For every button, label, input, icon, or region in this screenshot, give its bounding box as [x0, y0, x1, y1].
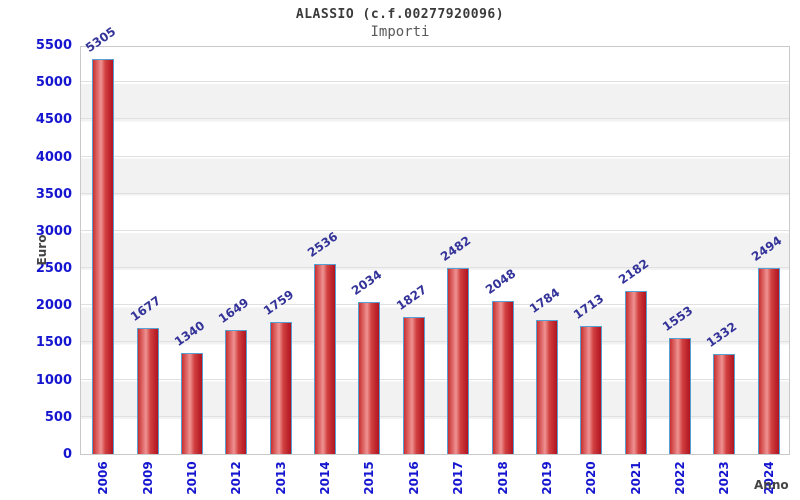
chart-title: ALASSIO (c.f.00277920096) — [295, 7, 505, 22]
bar-value-label: 1677 — [127, 293, 163, 325]
bar-slot: 2034 — [347, 47, 391, 454]
gridline — [81, 415, 789, 417]
bar-slot: 1827 — [392, 47, 436, 454]
y-axis-tick-label: 0 — [62, 447, 72, 462]
gridline — [81, 155, 789, 157]
bar-2021 — [624, 290, 647, 454]
y-axis-tick-label: 2000 — [35, 298, 72, 314]
gridline — [81, 192, 789, 194]
bar-2020 — [580, 325, 603, 454]
bar-2015 — [358, 301, 381, 454]
plot-area: 5305 1677 1340 1649 1759 2536 2034 1827 2482 2048… — [80, 24, 791, 455]
bar-value-label: 1553 — [660, 302, 696, 334]
x-axis-tick-label: 2006 — [96, 461, 111, 495]
x-axis-tick-label: 2022 — [673, 461, 688, 495]
bar-value-label: 1759 — [260, 287, 297, 319]
y-axis-tick-label: 3500 — [35, 186, 72, 202]
gridline — [81, 267, 789, 269]
gridline — [81, 81, 789, 83]
bar-2022 — [669, 337, 692, 454]
gridline — [81, 229, 789, 231]
gridline — [81, 341, 789, 343]
bar-2024 — [757, 267, 780, 454]
x-axis-tick-label: 2009 — [140, 461, 155, 495]
y-axis-tick-label: 1500 — [35, 335, 72, 351]
bar-slot: 1649 — [214, 47, 258, 454]
y-axis-tick-label: 5000 — [35, 75, 72, 91]
bar-slot: 1713 — [569, 47, 613, 454]
bar-2006 — [92, 58, 115, 454]
bar-slot: 2536 — [303, 47, 347, 454]
chart-subtitle: Importi — [370, 24, 430, 40]
bar-value-label: 2494 — [748, 232, 785, 264]
bar-slot: 1677 — [125, 47, 169, 454]
x-axis-tick-label: 2018 — [495, 461, 510, 495]
bar-value-label: 1784 — [526, 285, 563, 317]
bar-2009 — [136, 328, 159, 454]
bar-slot: 2182 — [614, 47, 658, 454]
gridline — [81, 304, 789, 306]
bar-slot: 2494 — [747, 47, 791, 454]
x-axis-tick-label: 2017 — [451, 461, 466, 495]
x-axis-tick-label: 2012 — [229, 461, 244, 495]
x-axis-tick-label: 2013 — [273, 461, 288, 495]
x-axis-tick-label: 2016 — [406, 461, 421, 495]
bar-value-label: 2048 — [482, 266, 518, 297]
bar-slot: 2482 — [436, 47, 480, 454]
y-axis-tick-label: 4500 — [35, 112, 72, 128]
y-axis-tick-label: 3000 — [35, 223, 72, 239]
bar-value-label: 1332 — [704, 319, 740, 350]
bar-2023 — [713, 353, 736, 454]
bar-2012 — [225, 330, 248, 454]
bar-2010 — [180, 353, 203, 454]
x-axis-tick-label: 2020 — [584, 461, 599, 495]
y-axis-tick-label: 4000 — [35, 149, 72, 165]
bar-2017 — [447, 268, 470, 454]
y-axis-tick-label: 500 — [44, 409, 72, 425]
bar-value-label: 1649 — [216, 295, 252, 327]
bar-slot: 1340 — [170, 47, 214, 454]
bar-slot: 1784 — [525, 47, 569, 454]
x-axis-tick-label: 2021 — [628, 461, 643, 495]
x-axis-tick-label: 2015 — [362, 461, 377, 495]
bar-value-label: 1340 — [171, 318, 208, 350]
x-axis-tick-label: 2014 — [318, 461, 333, 495]
bar-slot: 1332 — [702, 47, 746, 454]
bar-slot: 5305 — [81, 24, 125, 454]
bar-value-label: 2182 — [615, 256, 652, 287]
bar-2016 — [402, 317, 425, 454]
x-axis-tick-label: 2019 — [539, 461, 554, 495]
bar-slot: 2048 — [480, 47, 524, 454]
x-axis-title: Anno — [754, 478, 789, 492]
bar-slot: 1759 — [259, 47, 303, 454]
bar-value-label: 1713 — [571, 290, 607, 322]
x-axis-tick-label: 2023 — [717, 461, 732, 495]
bar-2014 — [314, 264, 337, 454]
x-axis-tick-label: 2010 — [184, 461, 199, 495]
bar-2018 — [491, 300, 514, 454]
bar-value-label: 2482 — [438, 233, 474, 265]
bar-value-label: 2034 — [349, 267, 385, 298]
bar-value-label: 1827 — [393, 282, 430, 314]
gridline — [81, 118, 789, 120]
bar-value-label: 2536 — [305, 229, 341, 261]
bar-2013 — [269, 322, 292, 454]
y-axis-tick-label: 2500 — [35, 261, 72, 277]
bar-2019 — [535, 320, 558, 454]
y-axis-tick-label: 5500 — [35, 38, 72, 53]
gridline — [81, 378, 789, 380]
y-axis-title: Euro — [35, 234, 49, 266]
bar-slot: 1553 — [658, 47, 702, 454]
y-axis-tick-label: 1000 — [35, 372, 72, 388]
